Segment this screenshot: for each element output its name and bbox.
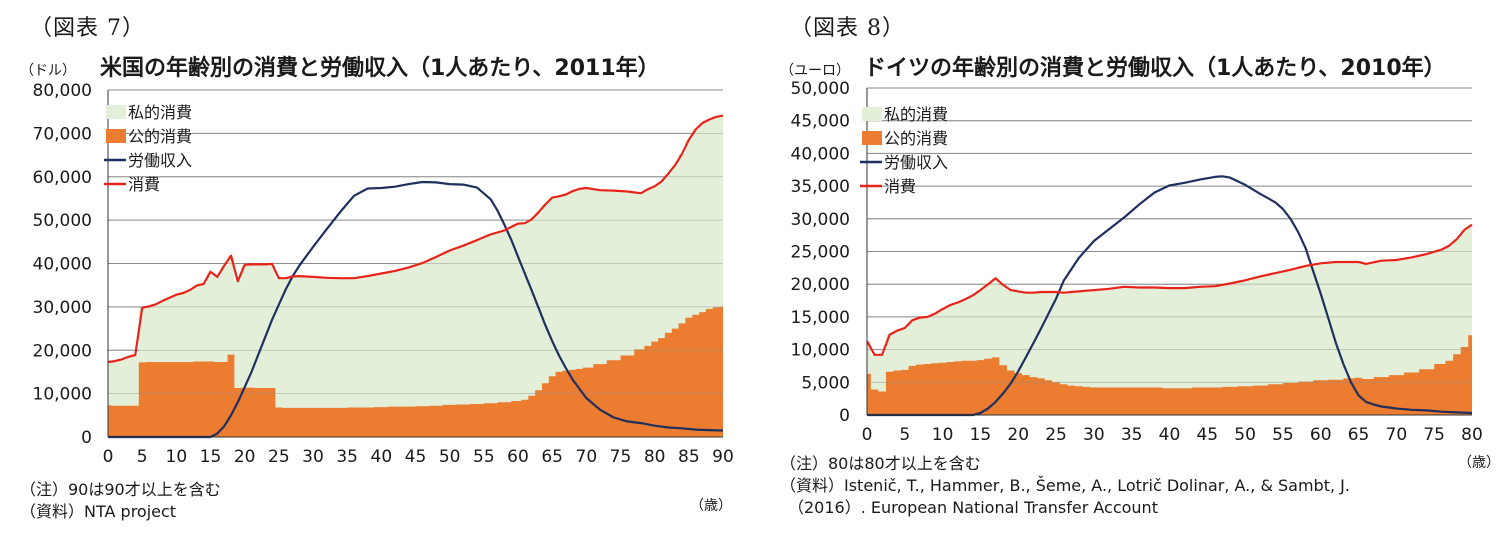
y-tick-label: 80,000 [33, 81, 92, 101]
x-tick-label: 40 [1159, 425, 1181, 445]
y-tick-label: 45,000 [791, 112, 850, 132]
legend-public-consumption-swatch [106, 129, 126, 143]
legend-private-consumption-swatch [862, 107, 882, 121]
consumption-line [107, 114, 724, 364]
x-tick-label: 5 [137, 447, 148, 467]
x-tick-label: 0 [862, 425, 873, 445]
consumption-line [866, 223, 1473, 356]
y-tick-label: 0 [839, 406, 850, 426]
public-consumption-area [108, 306, 723, 437]
chart-panel-germany: （図表 8） （ユーロ） ドイツの年齢別の消費と労働収入（1人あたり、2010年… [760, 0, 1509, 541]
chart-panel-us: （図表 7） （ドル） 米国の年齢別の消費と労働収入（1人あたり、2011年） … [20, 16, 734, 521]
legend-consumption: 消費 [884, 177, 916, 196]
y-tick-label: 5,000 [801, 373, 850, 393]
x-tick-label: 25 [268, 447, 290, 467]
x-tick-label: 35 [336, 447, 358, 467]
y-tick-label: 60,000 [33, 168, 92, 188]
source-line: （資料）Istenič, T., Hammer, B., Šeme, A., L… [780, 476, 1350, 495]
y-tick-label: 30,000 [33, 298, 92, 318]
legend-public-consumption: 公的消費 [128, 127, 192, 146]
x-tick-label: 30 [1083, 425, 1105, 445]
y-unit-label: （ドル） [20, 63, 76, 79]
y-tick-label: 10,000 [791, 341, 850, 361]
legend-private-consumption: 私的消費 [884, 105, 948, 124]
y-tick-label: 70,000 [33, 124, 92, 144]
figure-label: （図表 8） [790, 16, 905, 41]
x-tick-label: 55 [473, 447, 495, 467]
x-tick-label: 10 [932, 425, 954, 445]
legend-consumption: 消費 [128, 175, 160, 194]
y-tick-label: 15,000 [791, 308, 850, 328]
y-tick-label: 10,000 [33, 385, 92, 405]
y-tick-label: 30,000 [791, 210, 850, 230]
x-tick-label: 65 [1348, 425, 1370, 445]
x-tick-label: 5 [899, 425, 910, 445]
labor-income-line [867, 175, 1473, 417]
figure-label: （図表 7） [30, 16, 145, 41]
x-tick-label: 40 [371, 447, 393, 467]
x-tick-label: 10 [166, 447, 188, 467]
source-line: （資料）NTA project [20, 502, 177, 521]
legend-private-consumption: 私的消費 [128, 103, 192, 122]
x-tick-label: 70 [1386, 425, 1408, 445]
x-tick-label: 90 [712, 447, 734, 467]
y-tick-label: 50,000 [33, 211, 92, 231]
note-line: （注）80は80才以上を含む [780, 454, 981, 473]
legend-public-consumption-swatch [862, 131, 882, 145]
x-tick-label: 80 [644, 447, 666, 467]
legend-labor-income: 労働収入 [128, 151, 192, 170]
y-unit-label: （ユーロ） [780, 63, 850, 79]
x-tick-label: 75 [610, 447, 632, 467]
x-tick-label: 20 [234, 447, 256, 467]
chart-svg-us: 0 10,000 20,000 30,000 40,000 50,000 60,000 70,… [33, 81, 734, 467]
x-tick-label: 65 [541, 447, 563, 467]
y-tick-label: 0 [81, 428, 92, 448]
y-tick-label: 50,000 [791, 79, 850, 99]
public-consumption-area [867, 335, 1472, 415]
y-tick-label: 20,000 [33, 341, 92, 361]
x-tick-label: 35 [1121, 425, 1143, 445]
x-tick-label: 55 [1272, 425, 1294, 445]
x-tick-label: 60 [507, 447, 529, 467]
private-consumption-area [108, 115, 723, 437]
x-tick-label: 0 [103, 447, 114, 467]
y-tick-label: 40,000 [33, 255, 92, 275]
x-tick-label: 75 [1423, 425, 1445, 445]
x-tick-label: 45 [1196, 425, 1218, 445]
x-tick-label: 15 [970, 425, 992, 445]
chart-title: 米国の年齢別の消費と労働収入（1人あたり、2011年） [100, 56, 660, 81]
y-tick-label: 35,000 [791, 177, 850, 197]
source-line-cont: （2016）. European National Transfer Accou… [780, 498, 1158, 517]
x-tick-label: 25 [1045, 425, 1067, 445]
x-tick-label: 30 [302, 447, 324, 467]
x-tick-label: 20 [1007, 425, 1029, 445]
y-tick-label: 25,000 [791, 243, 850, 263]
x-tick-label: 85 [678, 447, 700, 467]
x-tick-label: 70 [576, 447, 598, 467]
y-tick-label: 40,000 [791, 144, 850, 164]
legend-private-consumption-swatch [106, 105, 126, 119]
x-tick-label: 15 [200, 447, 222, 467]
chart-title: ドイツの年齢別の消費と労働収入（1人あたり、2010年） [864, 56, 1446, 81]
x-tick-label: 50 [1234, 425, 1256, 445]
legend-public-consumption: 公的消費 [884, 129, 948, 148]
note-line: （注）90は90才以上を含む [20, 480, 221, 499]
x-tick-label: 80 [1461, 425, 1483, 445]
private-consumption-area [867, 224, 1472, 415]
x-tick-label: 60 [1310, 425, 1332, 445]
x-tick-label: 50 [439, 447, 461, 467]
x-unit-label: （歳） [1458, 455, 1500, 471]
x-tick-label: 45 [405, 447, 427, 467]
labor-income-line [108, 180, 724, 439]
y-tick-label: 20,000 [791, 275, 850, 295]
chart-svg-germany: 0 5,000 10,000 15,000 20,000 25,000 30,000 35,0… [791, 79, 1483, 445]
x-unit-label: （歳） [690, 498, 732, 514]
legend-labor-income: 労働収入 [884, 153, 948, 172]
